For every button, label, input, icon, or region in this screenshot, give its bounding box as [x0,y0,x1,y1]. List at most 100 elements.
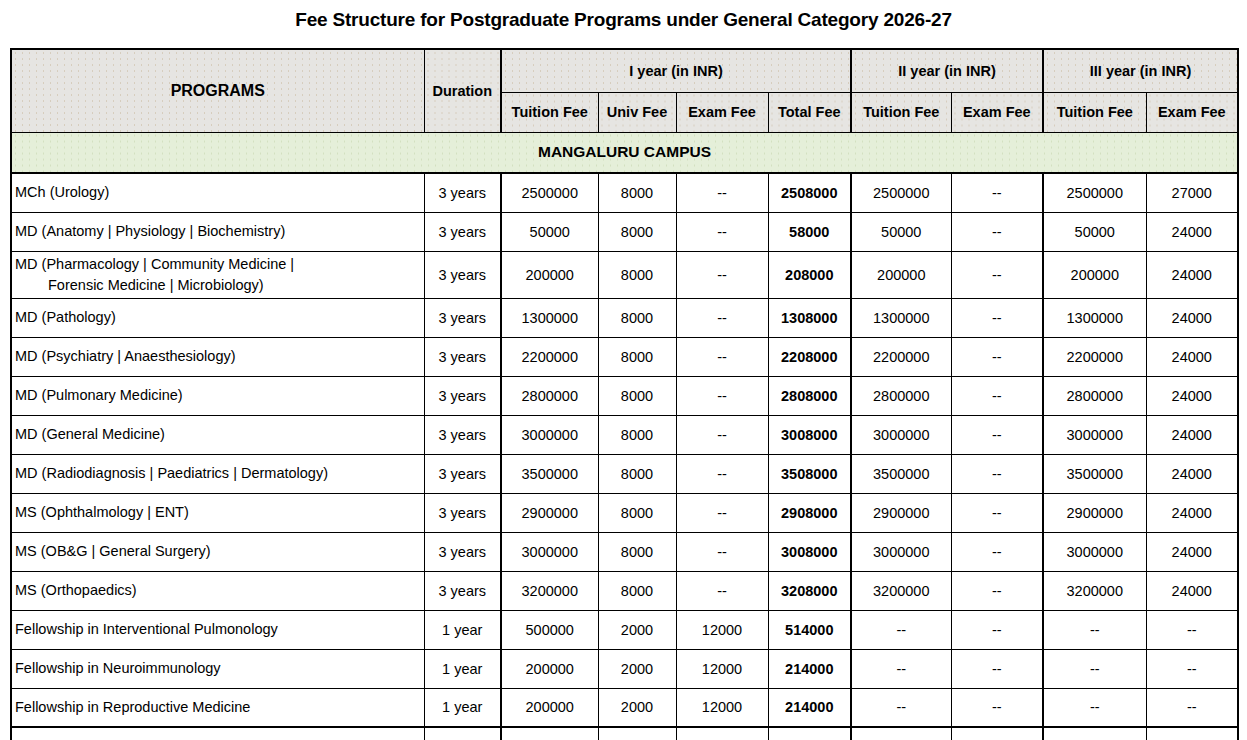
year2-tuition-fee-cell: 50000 [851,212,951,251]
year2-exam-fee-cell: -- [951,571,1043,610]
year2-tuition-fee-cell: 2800000 [851,376,951,415]
table-row: MD (Pharmacology | Community Medicine | … [11,251,1238,298]
table-row: MS (Ophthalmology | ENT) 3 years 2900000… [11,493,1238,532]
year1-univ-fee-cell: 2000 [598,688,676,727]
duration-cell: 3 years [424,251,501,298]
year1-tuition-fee-cell: 200000 [501,251,598,298]
year2-tuition-fee-cell: 2900000 [851,493,951,532]
year1-total-fee-cell: 514000 [768,610,851,649]
table-row: MS (OB&G | General Surgery) 3 years 3000… [11,532,1238,571]
year2-exam-fee-cell: -- [951,337,1043,376]
year3-exam-fee-cell: 24000 [1146,337,1238,376]
program-name-cell: MD (Radiodiagnosis | Paediatrics | Derma… [11,454,424,493]
program-name-cell: MCh (Urology) [11,173,424,212]
year1-exam-fee-cell: -- [676,454,768,493]
campus-section-row: MANGALURU CAMPUS [11,132,1238,173]
year1-tuition-fee-cell: 3200000 [501,571,598,610]
year1-univ-fee-cell: 8000 [598,337,676,376]
table-header: PROGRAMS Duration I year (in INR) II yea… [11,49,1238,132]
column-header-y1-tuition-fee: Tuition Fee [501,92,598,132]
column-header-y2-tuition-fee: Tuition Fee [851,92,951,132]
year1-tuition-fee-cell: 3500000 [501,454,598,493]
program-name-cell: Fellowship in Reproductive Medicine [11,688,424,727]
program-name-cell: Fellowship in Neuroimmunology [11,649,424,688]
year3-exam-fee-cell: 27000 [1146,173,1238,212]
year3-tuition-fee-cell: -- [1043,649,1146,688]
year1-tuition-fee-cell: 2500000 [501,173,598,212]
column-header-y1-exam-fee: Exam Fee [676,92,768,132]
column-header-duration: Duration [424,49,501,132]
duration-cell: 1 year [424,688,501,727]
column-header-y2-exam-fee: Exam Fee [951,92,1043,132]
duration-cell: 3 years [424,532,501,571]
year1-univ-fee-cell: 8000 [598,298,676,337]
duration-cell: 3 years [424,454,501,493]
year1-total-fee-cell: 208000 [768,251,851,298]
year3-tuition-fee-cell: 1300000 [1043,298,1146,337]
year1-exam-fee-cell: -- [676,251,768,298]
year2-tuition-fee-cell: 3200000 [851,571,951,610]
program-name-cell: MD (General Medicine) [11,415,424,454]
year1-univ-fee-cell: 2000 [598,649,676,688]
program-name-cell: MD (Anatomy | Physiology | Biochemistry) [11,212,424,251]
year1-tuition-fee-cell: 500000 [501,610,598,649]
year2-tuition-fee-cell: 2200000 [851,337,951,376]
clipped-partial-row [11,727,1238,740]
program-name: Fellowship in Reproductive Medicine [15,699,250,715]
duration-cell: 3 years [424,415,501,454]
year3-exam-fee-cell: 24000 [1146,212,1238,251]
program-name: Fellowship in Interventional Pulmonology [15,621,278,637]
column-header-y1-univ-fee: Univ Fee [598,92,676,132]
program-name: MD (Psychiatry | Anaesthesiology) [15,348,236,364]
year2-tuition-fee-cell: 1300000 [851,298,951,337]
year3-tuition-fee-cell: 3200000 [1043,571,1146,610]
duration-cell: 3 years [424,212,501,251]
program-name: MS (Orthopaedics) [15,582,137,598]
year1-univ-fee-cell: 2000 [598,610,676,649]
column-header-y3-exam-fee: Exam Fee [1146,92,1238,132]
year3-tuition-fee-cell: 2800000 [1043,376,1146,415]
year1-univ-fee-cell: 8000 [598,173,676,212]
table-row: MD (Pulmonary Medicine) 3 years 2800000 … [11,376,1238,415]
table-row: Fellowship in Interventional Pulmonology… [11,610,1238,649]
year2-exam-fee-cell: -- [951,251,1043,298]
year1-total-fee-cell: 3008000 [768,415,851,454]
year1-total-fee-cell: 2208000 [768,337,851,376]
duration-cell: 1 year [424,610,501,649]
year1-total-fee-cell: 58000 [768,212,851,251]
year2-tuition-fee-cell: 3500000 [851,454,951,493]
year1-total-fee-cell: 3208000 [768,571,851,610]
year1-tuition-fee-cell: 200000 [501,649,598,688]
year1-exam-fee-cell: -- [676,376,768,415]
year1-tuition-fee-cell: 2900000 [501,493,598,532]
table-row: MD (Pathology) 3 years 1300000 8000 -- 1… [11,298,1238,337]
program-name-continued: Forensic Medicine | Microbiology) [15,275,421,296]
program-name: MD (Pulmonary Medicine) [15,387,183,403]
year2-exam-fee-cell: -- [951,454,1043,493]
year1-total-fee-cell: 2808000 [768,376,851,415]
year3-tuition-fee-cell: -- [1043,688,1146,727]
program-name: MD (Pharmacology | Community Medicine | [15,256,294,272]
program-name-cell: MS (OB&G | General Surgery) [11,532,424,571]
year1-tuition-fee-cell: 200000 [501,688,598,727]
program-name-cell: MD (Pharmacology | Community Medicine | … [11,251,424,298]
duration-cell: 3 years [424,493,501,532]
program-name: MS (Ophthalmology | ENT) [15,504,189,520]
year1-total-fee-cell: 1308000 [768,298,851,337]
program-name-cell: Fellowship in Interventional Pulmonology [11,610,424,649]
duration-cell: 1 year [424,649,501,688]
year1-exam-fee-cell: -- [676,173,768,212]
year1-exam-fee-cell: 12000 [676,649,768,688]
duration-cell: 3 years [424,376,501,415]
year2-tuition-fee-cell: -- [851,688,951,727]
year2-exam-fee-cell: -- [951,649,1043,688]
table-row: MCh (Urology) 3 years 2500000 8000 -- 25… [11,173,1238,212]
column-group-year1: I year (in INR) [501,49,851,92]
program-name-cell: MD (Psychiatry | Anaesthesiology) [11,337,424,376]
campus-section-header: MANGALURU CAMPUS [11,132,1238,173]
year3-tuition-fee-cell: 2500000 [1043,173,1146,212]
year3-exam-fee-cell: 24000 [1146,298,1238,337]
table-row: Fellowship in Reproductive Medicine 1 ye… [11,688,1238,727]
year1-univ-fee-cell: 8000 [598,493,676,532]
year2-tuition-fee-cell: 2500000 [851,173,951,212]
